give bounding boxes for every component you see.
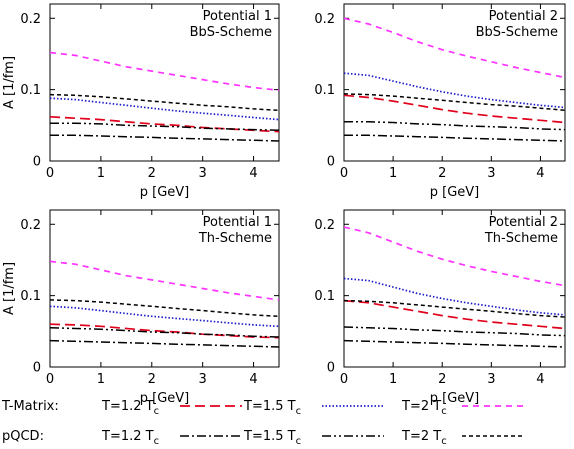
legend-entry-label: T=2 Tc [401,429,447,447]
legend-entry-temp: T=1.2 T [101,399,154,414]
series-line-pqcd-2 [344,121,566,131]
x-tick-label: 3 [199,372,207,387]
series-line-tmatrix-3 [49,260,280,301]
x-tick-label: 2 [148,166,156,181]
y-tick-label: 0 [327,361,335,376]
series-line-pqcd-2 [50,122,280,132]
series-line-tmatrix-3 [49,51,280,92]
x-tick-label: 0 [46,372,54,387]
plot-frame [343,209,566,368]
y-tick-label: 0.2 [314,12,335,27]
x-axis-label: p [GeV] [140,391,190,406]
panel-3: 0 1 2 3 4 0 0.1 0.2 p [GeV] A [1/fm] Potential 1Th… [2,209,280,406]
y-tick-label: 0 [327,155,335,170]
legend-entry-temp: T=2 T [401,429,441,444]
series-line-pqcd-3 [49,93,280,112]
legend-entry-subscript: c [154,436,160,447]
series-line-tmatrix-1 [343,299,566,330]
legend-entry-label: T=1.5 Tc [243,399,301,417]
y-tick-label: 0.1 [20,289,41,304]
series-line-tmatrix-1 [49,115,280,133]
series-line-pqcd-2 [49,327,280,338]
x-tick-label: 0 [340,372,348,387]
y-axis-label: A [1/fm] [2,262,17,315]
series-line-pqcd-1 [343,339,566,348]
panel-title-line: BbS-Scheme [476,25,558,40]
panel-title-line: Potential 1 [203,215,272,230]
x-tick-label: 3 [487,166,495,181]
legend-entry-label: T=1.2 Tc [101,399,159,417]
plot-frame [49,209,280,368]
y-axis-label: A [1/fm] [2,56,17,109]
panel-title-line: Th-Scheme [484,231,558,246]
series-line-tmatrix-3 [343,226,566,287]
legend-entry-temp: T=1.5 T [243,399,296,414]
series-line-tmatrix-2 [49,305,280,328]
legend-entry-temp: T=2 T [401,399,441,414]
legend-entry-subscript: c [441,436,447,447]
panel-title-line: Potential 2 [489,9,558,24]
y-tick-label: 0.1 [314,83,335,98]
series-line-pqcd-1 [49,339,280,348]
x-tick-label: 2 [438,166,446,181]
legend-group-label: pQCD: [2,429,44,444]
plot-frame [49,3,280,162]
panel-1: 0 1 2 3 4 0 0.1 0.2 p [GeV] A [1/fm] Potential 1Bb… [2,3,280,200]
legend-entry-label: T=2 Tc [401,399,447,417]
x-tick-label: 4 [536,166,544,181]
x-axis-label: p [GeV] [430,185,480,200]
series-line-tmatrix-1 [343,94,566,124]
legend-group-label: T-Matrix: [1,399,59,414]
y-tick-label: 0.2 [20,218,41,233]
x-tick-label: 2 [148,372,156,387]
legend-entry-label: T=1.2 Tc [101,429,159,447]
legend-entry-subscript: c [296,406,302,417]
y-tick-label: 0 [33,361,41,376]
series-line-pqcd-2 [343,326,566,337]
panel-title-line: Th-Scheme [198,231,272,246]
x-tick-label: 0 [340,166,348,181]
panel-title-line: Potential 2 [489,215,558,230]
legend-entry-subscript: c [154,406,160,417]
x-tick-label: 4 [249,166,257,181]
panel-4: 0 1 2 3 4 0 0.1 0.2 p [GeV] Potential 2Th-Scheme [314,209,566,406]
series-line-tmatrix-1 [49,323,280,339]
series-line-pqcd-1 [50,134,280,142]
panel-title-line: BbS-Scheme [190,25,272,40]
y-tick-label: 0.1 [20,83,41,98]
plot-frame [343,3,566,162]
x-tick-label: 1 [389,372,397,387]
y-tick-label: 0.2 [314,218,335,233]
legend-entry-subscript: c [296,436,302,447]
series-line-pqcd-3 [343,93,566,112]
y-tick-label: 0.2 [20,12,41,27]
panel-title-line: Potential 1 [203,9,272,24]
x-tick-label: 3 [199,166,207,181]
legend-entry-label: T=1.5 Tc [243,429,301,447]
x-axis-label: p [GeV] [430,391,480,406]
legend-entry-subscript: c [441,406,447,417]
series-line-pqcd-3 [49,299,280,318]
series-line-tmatrix-2 [343,277,566,316]
y-tick-label: 0.1 [314,289,335,304]
series-line-tmatrix-3 [343,17,566,79]
x-tick-label: 1 [97,372,105,387]
x-tick-label: 4 [536,372,544,387]
y-tick-label: 0 [33,155,41,170]
series-line-pqcd-3 [343,299,566,318]
legend-entry-temp: T=1.2 T [101,429,154,444]
x-tick-label: 0 [46,166,54,181]
series-line-pqcd-1 [344,134,566,142]
series-line-tmatrix-2 [343,72,566,109]
legend-entry-temp: T=1.5 T [243,429,296,444]
x-tick-label: 2 [438,372,446,387]
x-tick-label: 1 [97,166,105,181]
x-tick-label: 4 [249,372,257,387]
x-tick-label: 3 [487,372,495,387]
x-axis-label: p [GeV] [140,185,190,200]
x-tick-label: 1 [389,166,397,181]
